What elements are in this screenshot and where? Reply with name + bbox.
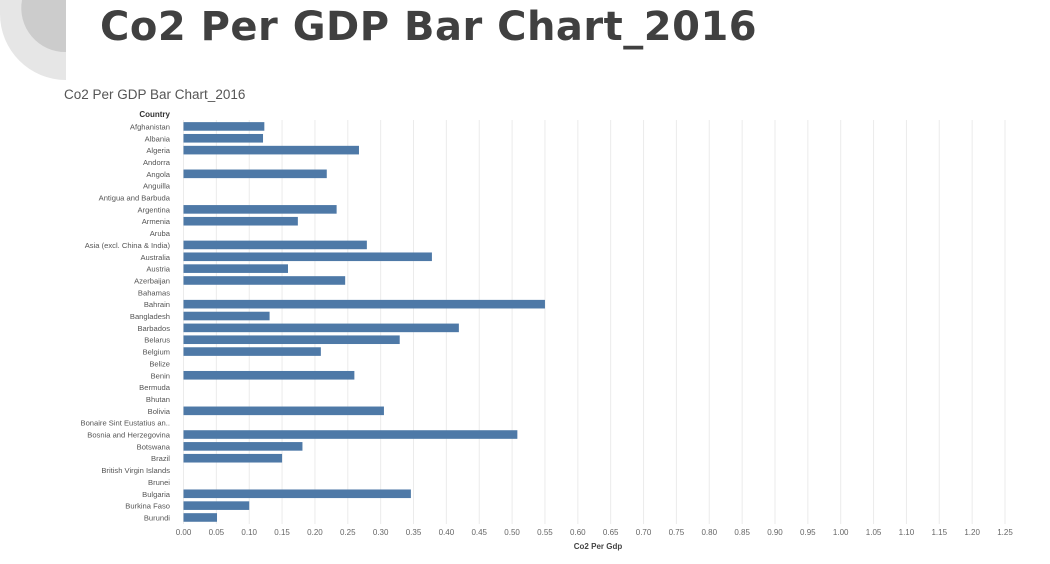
category-label: Brunei	[148, 478, 170, 487]
x-tick-label: 1.05	[866, 528, 882, 537]
category-label: Bulgaria	[142, 490, 171, 499]
bar	[183, 169, 327, 179]
bar	[183, 406, 384, 416]
x-tick-label: 0.50	[504, 528, 520, 537]
category-label: Austria	[146, 265, 170, 274]
category-label: Botswana	[137, 442, 171, 451]
x-tick-label: 0.15	[274, 528, 290, 537]
x-tick-label: 0.95	[800, 528, 816, 537]
bar	[183, 145, 359, 155]
bar	[183, 252, 432, 262]
x-tick-label: 0.40	[439, 528, 455, 537]
category-label: Antigua and Barbuda	[99, 194, 171, 203]
category-label: Bahamas	[138, 288, 170, 297]
x-tick-label: 1.10	[899, 528, 915, 537]
x-tick-label: 0.55	[537, 528, 553, 537]
category-label: Azerbaijan	[134, 276, 170, 285]
category-label: Bonaire Sint Eustatius an..	[81, 419, 171, 428]
bar	[183, 122, 265, 131]
x-tick-label: 0.00	[176, 528, 192, 537]
x-tick-label: 0.10	[241, 528, 257, 537]
bar	[183, 501, 250, 510]
x-tick-label: 0.60	[570, 528, 586, 537]
bar	[183, 347, 321, 356]
category-label: Burundi	[144, 513, 170, 522]
x-tick-label: 0.85	[734, 528, 750, 537]
category-label: Asia (excl. China & India)	[85, 241, 171, 250]
decoration-inner-arc	[21, 0, 66, 53]
bar	[183, 430, 518, 439]
category-label: Belgium	[143, 348, 170, 357]
bar	[183, 453, 283, 463]
x-tick-label: 1.20	[964, 528, 980, 537]
category-label: Bhutan	[146, 395, 170, 404]
category-label: Afghanistan	[130, 122, 170, 131]
category-label: Aruba	[150, 229, 171, 238]
bar	[183, 240, 367, 250]
category-label: Bermuda	[139, 383, 171, 392]
category-label: Armenia	[142, 217, 171, 226]
category-label: British Virgin Islands	[101, 466, 170, 475]
x-tick-label: 0.20	[307, 528, 323, 537]
x-tick-label: 0.35	[406, 528, 422, 537]
slide-title: Co2 Per GDP Bar Chart_2016	[100, 4, 758, 50]
x-tick-label: 1.25	[997, 528, 1013, 537]
x-tick-label: 0.75	[669, 528, 685, 537]
category-label: Benin	[151, 371, 170, 380]
category-label: Belarus	[144, 336, 170, 345]
x-tick-label: 0.45	[471, 528, 487, 537]
bar	[183, 216, 298, 226]
x-tick-label: 0.25	[340, 528, 356, 537]
category-label: Albania	[145, 134, 171, 143]
category-label: Bosnia and Herzegovina	[87, 431, 171, 440]
category-label: Bahrain	[144, 300, 170, 309]
bar	[183, 276, 346, 285]
x-tick-label: 0.65	[603, 528, 619, 537]
category-label: Australia	[140, 253, 170, 262]
category-label: Algeria	[146, 146, 170, 155]
bar	[183, 513, 218, 522]
x-axis-title: Co2 Per Gdp	[574, 542, 623, 551]
bar	[183, 323, 459, 333]
category-label: Belize	[149, 359, 170, 368]
category-header: Country	[139, 110, 170, 119]
corner-decoration	[0, 0, 66, 80]
category-label: Angola	[146, 170, 170, 179]
x-tick-label: 1.00	[833, 528, 849, 537]
category-label: Burkina Faso	[125, 502, 170, 511]
bar	[183, 264, 288, 273]
bar	[183, 311, 270, 321]
x-tick-label: 0.05	[209, 528, 225, 537]
bar	[183, 299, 545, 309]
x-tick-label: 0.70	[636, 528, 652, 537]
bar	[183, 489, 411, 499]
bar	[183, 205, 337, 214]
x-tick-label: 0.30	[373, 528, 389, 537]
category-label: Argentina	[137, 205, 170, 214]
bar	[183, 133, 264, 143]
category-label: Anguilla	[143, 182, 171, 191]
bar	[183, 370, 355, 380]
x-tick-label: 1.15	[931, 528, 947, 537]
category-label: Brazil	[151, 454, 170, 463]
chart-title: Co2 Per GDP Bar Chart_2016	[64, 87, 246, 102]
bar	[183, 335, 400, 345]
category-label: Bolivia	[148, 407, 171, 416]
category-label: Andorra	[143, 158, 171, 167]
category-label: Bangladesh	[130, 312, 170, 321]
x-tick-label: 0.80	[701, 528, 717, 537]
category-label: Barbados	[137, 324, 170, 333]
x-tick-label: 0.90	[767, 528, 783, 537]
bar	[183, 442, 303, 451]
